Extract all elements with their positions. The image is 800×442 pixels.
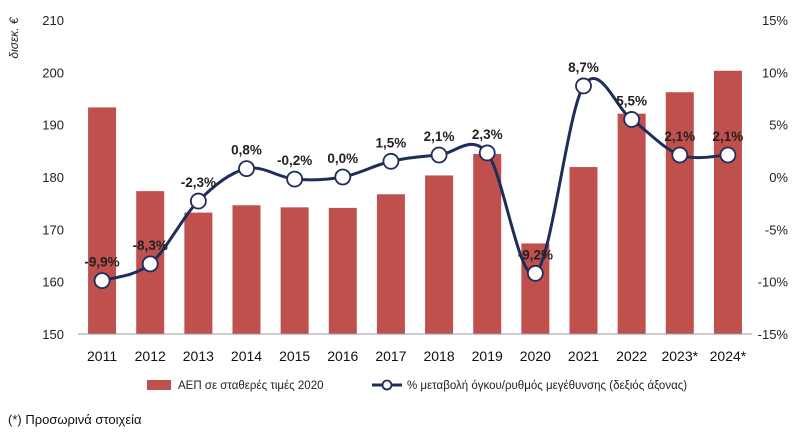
legend: ΑΕΠ σε σταθερές τιμές 2020 % μεταβολή όγ… <box>147 379 687 392</box>
y-tick-label: 180 <box>42 170 64 185</box>
y2-tick-label: 15% <box>762 13 788 28</box>
growth-point-2014 <box>238 160 255 178</box>
growth-label: -8,3% <box>133 238 168 253</box>
growth-label: 2,3% <box>472 127 503 142</box>
growth-point-2012 <box>141 255 159 273</box>
growth-label: 2,1% <box>664 129 695 144</box>
x-tick-label: 2021 <box>568 348 599 364</box>
y-tick-label: 210 <box>42 13 64 28</box>
growth-point-2019 <box>478 144 496 162</box>
x-tick-label: 2022 <box>616 348 647 364</box>
bar-2024 <box>713 70 742 334</box>
bar-2015 <box>280 207 309 334</box>
y2-tick-label: 10% <box>762 65 788 80</box>
growth-label: 0,8% <box>231 143 262 158</box>
x-tick-label: 2015 <box>279 348 310 364</box>
growth-point-2017 <box>382 152 400 170</box>
x-tick-label: 2014 <box>231 348 262 364</box>
bar-2014 <box>232 205 261 334</box>
bar-2018 <box>425 175 454 334</box>
x-tick-label: 2020 <box>520 348 551 364</box>
y2-tick-label: -15% <box>758 327 789 342</box>
y2-tick-label: 5% <box>769 118 788 133</box>
legend-line-marker <box>381 379 393 391</box>
x-tick-label: 2012 <box>135 348 166 364</box>
growth-label: 5,5% <box>616 93 647 108</box>
y2-tick-label: -5% <box>765 222 789 237</box>
bar-2023 <box>665 92 694 334</box>
growth-point-2023 <box>671 146 689 164</box>
growth-label: 0,0% <box>327 151 358 166</box>
y-axis-title: δισεκ. € <box>7 16 21 59</box>
y-tick-label: 190 <box>42 118 64 133</box>
y-tick-label: 170 <box>42 222 64 237</box>
bar-2017 <box>376 194 405 334</box>
bar-series <box>88 70 742 334</box>
x-tick-label: 2011 <box>87 348 117 364</box>
data-labels: -9,9% -8,3% -2,3% 0,8% -0,2% 0,0% 1,5% 2,1% 2,3%… <box>84 60 743 270</box>
bar-2022 <box>617 113 646 334</box>
y2-tick-label: 0% <box>769 170 788 185</box>
bar-2019 <box>473 153 502 334</box>
x-tick-label: 2013 <box>183 348 214 364</box>
growth-point-2011 <box>93 272 111 290</box>
y-tick-label: 200 <box>42 65 64 80</box>
x-tick-label: 2019 <box>472 348 503 364</box>
x-tick-label: 2024* <box>710 348 747 364</box>
growth-point-2018 <box>430 146 448 164</box>
legend-bar-swatch <box>147 380 171 390</box>
growth-label: -9,9% <box>84 255 119 270</box>
bar-2016 <box>328 207 357 334</box>
legend-line-label: % μεταβολή όγκου/ρυθμός μεγέθυνσης (δεξι… <box>407 380 687 392</box>
growth-label: 1,5% <box>376 135 407 150</box>
growth-label: 2,1% <box>424 129 455 144</box>
growth-label: -9,2% <box>518 247 553 262</box>
x-tick-label: 2018 <box>423 348 454 364</box>
x-tick-label: 2023* <box>661 348 698 364</box>
legend-bar-label: ΑΕΠ σε σταθερές τιμές 2020 <box>178 380 324 392</box>
growth-point-2013 <box>189 192 207 210</box>
growth-point-2015 <box>286 170 304 188</box>
growth-label: 8,7% <box>568 60 599 75</box>
growth-label: 2,1% <box>713 129 744 144</box>
y2-tick-label: -10% <box>758 275 789 290</box>
growth-point-2022 <box>623 111 641 128</box>
growth-point-2021 <box>575 77 592 95</box>
footnote: (*) Προσωρινά στοιχεία <box>8 412 142 427</box>
line-series <box>93 77 737 290</box>
bar-2020 <box>521 243 550 334</box>
growth-point-2020 <box>526 264 544 282</box>
x-tick-label: 2017 <box>375 348 406 364</box>
growth-label: -0,2% <box>277 153 312 168</box>
axes: 150 160 170 180 190 200 210 -15% -10% -5% 0% 5% 10% 1… <box>42 13 788 364</box>
bar-2021 <box>569 167 598 334</box>
x-tick-label: 2016 <box>327 348 358 364</box>
y-tick-label: 160 <box>42 275 64 290</box>
growth-point-2024 <box>719 146 737 164</box>
bar-2011 <box>88 107 117 334</box>
bar-2013 <box>184 212 213 334</box>
growth-point-2016 <box>334 168 352 186</box>
growth-label: -2,3% <box>181 175 216 190</box>
y-tick-label: 150 <box>42 327 64 342</box>
